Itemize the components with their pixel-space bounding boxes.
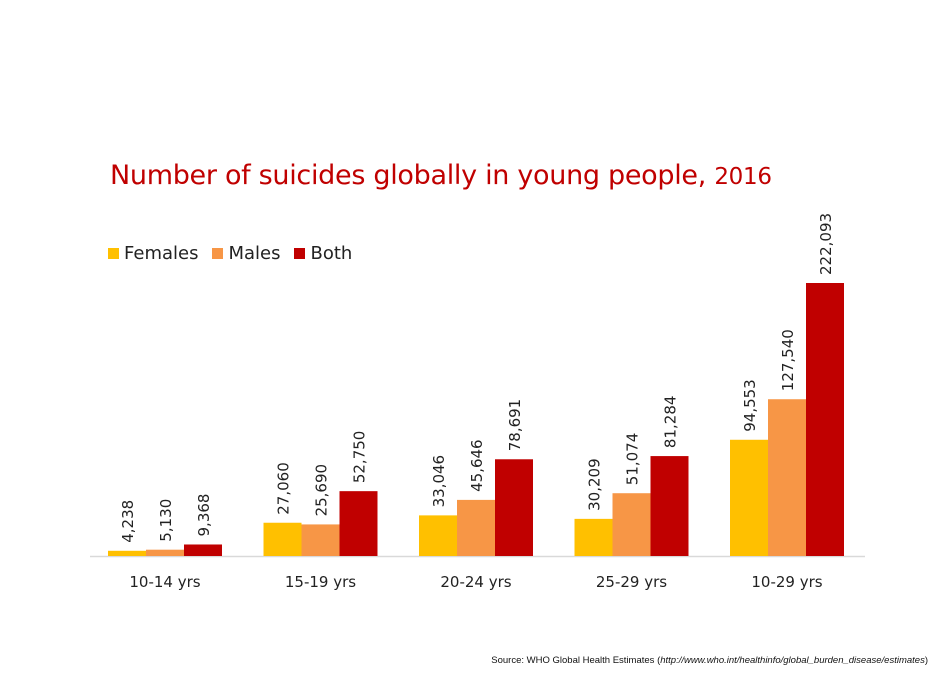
data-label: 94,553 bbox=[741, 379, 759, 432]
data-label: 127,540 bbox=[779, 329, 797, 391]
data-label: 51,074 bbox=[624, 433, 642, 486]
bar-females bbox=[419, 515, 457, 556]
data-label: 25,690 bbox=[313, 464, 331, 517]
legend: Females Males Both bbox=[108, 243, 352, 264]
bar-females bbox=[108, 550, 146, 556]
bar-males bbox=[612, 493, 651, 556]
bar-females bbox=[730, 439, 768, 556]
data-label: 5,130 bbox=[157, 499, 175, 542]
data-label: 81,284 bbox=[662, 396, 680, 449]
chart-title: Number of suicides globally in young peo… bbox=[110, 160, 772, 191]
bar-both bbox=[184, 544, 222, 556]
data-label: 78,691 bbox=[506, 399, 524, 452]
x-tick-label: 10-29 yrs bbox=[751, 573, 822, 591]
title-text: Number of suicides globally in young peo… bbox=[110, 160, 707, 191]
data-label: 27,060 bbox=[275, 462, 293, 515]
bar-females bbox=[263, 522, 302, 556]
data-label: 33,046 bbox=[430, 455, 448, 508]
legend-swatch bbox=[294, 248, 306, 259]
legend-item-both: Both bbox=[294, 243, 352, 264]
bar-males bbox=[146, 549, 184, 556]
legend-label: Males bbox=[228, 243, 281, 264]
bar-males bbox=[301, 524, 340, 556]
x-tick-label: 15-19 yrs bbox=[285, 573, 356, 591]
legend-label: Both bbox=[310, 243, 353, 264]
legend-item-females: Females bbox=[108, 243, 198, 264]
legend-label: Females bbox=[124, 243, 199, 264]
x-tick-label: 20-24 yrs bbox=[440, 573, 511, 591]
source-prefix: Source: WHO Global Health Estimates ( bbox=[491, 655, 661, 666]
data-label: 52,750 bbox=[351, 431, 369, 484]
bar-females bbox=[574, 518, 613, 556]
bar-both bbox=[650, 456, 689, 556]
data-label: 30,209 bbox=[586, 458, 604, 511]
title-year: 2016 bbox=[714, 164, 772, 190]
bar-males bbox=[457, 499, 495, 556]
legend-item-males: Males bbox=[212, 243, 280, 264]
bar-both bbox=[806, 283, 844, 556]
bar-males bbox=[768, 399, 806, 556]
data-label: 45,646 bbox=[468, 439, 486, 492]
data-label: 4,238 bbox=[119, 500, 137, 543]
x-tick-label: 10-14 yrs bbox=[129, 573, 200, 591]
source-note: Source: WHO Global Health Estimates (htt… bbox=[491, 655, 928, 666]
bar-both bbox=[495, 459, 533, 556]
legend-swatch bbox=[212, 248, 224, 259]
data-label: 9,368 bbox=[195, 494, 213, 537]
bar-both bbox=[339, 491, 378, 556]
x-tick-label: 25-29 yrs bbox=[596, 573, 667, 591]
data-label: 222,093 bbox=[817, 213, 835, 275]
source-url: http://www.who.int/healthinfo/global_bur… bbox=[660, 655, 925, 666]
legend-swatch bbox=[108, 248, 119, 259]
source-suffix: ) bbox=[924, 655, 928, 666]
